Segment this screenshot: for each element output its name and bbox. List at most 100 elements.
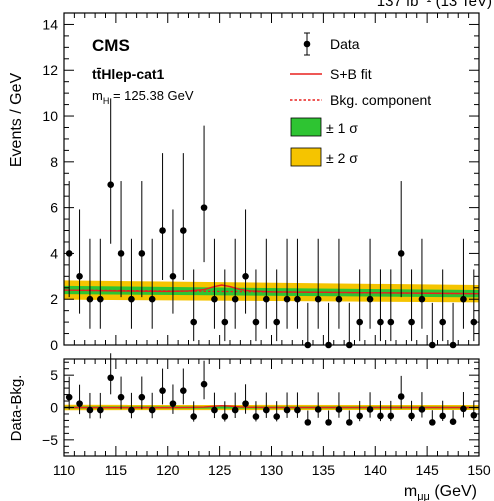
ratio-marker bbox=[429, 419, 436, 426]
ratio-marker bbox=[325, 419, 332, 426]
lumi-label: 137 fb⁻¹ (13 TeV) bbox=[377, 0, 492, 10]
data-marker bbox=[190, 318, 197, 326]
data-point bbox=[470, 269, 478, 342]
ratio-marker bbox=[273, 413, 280, 420]
data-marker bbox=[335, 295, 343, 303]
ratio-marker bbox=[263, 406, 270, 414]
data-point bbox=[439, 269, 446, 342]
ratio-point bbox=[304, 410, 312, 426]
ratio-point bbox=[470, 400, 478, 421]
ratio-point bbox=[200, 360, 208, 400]
legend-label-1sigma: ± 1 σ bbox=[326, 120, 358, 136]
data-marker bbox=[439, 318, 446, 326]
data-point bbox=[117, 181, 125, 298]
data-marker bbox=[470, 318, 478, 326]
x-tick-label: 110 bbox=[53, 462, 76, 478]
data-point bbox=[366, 238, 374, 329]
x-tick-label: 145 bbox=[415, 462, 439, 478]
ratio-marker bbox=[169, 400, 177, 407]
ratio-point bbox=[231, 392, 239, 419]
data-marker bbox=[221, 318, 229, 326]
data-marker bbox=[138, 250, 146, 257]
ratio-point bbox=[221, 401, 229, 422]
ratio-point bbox=[148, 392, 156, 419]
y-tick-label: 10 bbox=[42, 108, 58, 124]
ratio-point bbox=[418, 392, 426, 418]
data-points bbox=[65, 98, 478, 349]
data-point bbox=[200, 125, 208, 263]
y-axis-label-ratio: Data-Bkg. bbox=[8, 375, 25, 442]
ratio-point bbox=[86, 392, 94, 419]
ratio-y-tick-label: −5 bbox=[42, 432, 58, 448]
ratio-marker bbox=[180, 387, 187, 394]
ratio-marker bbox=[231, 406, 239, 414]
ratio-fit-line bbox=[63, 404, 479, 409]
ratio-marker bbox=[159, 387, 166, 394]
ratio-point bbox=[366, 392, 374, 418]
ratio-marker bbox=[366, 406, 374, 413]
ratio-point bbox=[65, 376, 73, 410]
data-point bbox=[408, 269, 415, 342]
data-marker bbox=[397, 250, 405, 257]
data-point bbox=[86, 238, 94, 329]
main-axis-ticks: 0 2 4 6 8 10 12 14 bbox=[42, 12, 480, 353]
data-point bbox=[221, 269, 229, 342]
ratio-marker bbox=[242, 400, 249, 407]
data-point bbox=[397, 181, 405, 298]
ratio-marker bbox=[387, 412, 395, 420]
data-marker bbox=[263, 295, 270, 303]
data-marker bbox=[356, 318, 363, 326]
ratio-marker bbox=[117, 393, 125, 401]
data-point bbox=[169, 209, 177, 314]
ratio-point bbox=[76, 384, 83, 415]
ratio-y-tick-label: 5 bbox=[50, 367, 58, 383]
ratio-point bbox=[128, 392, 135, 419]
x-tick-label: 115 bbox=[105, 462, 128, 478]
data-point bbox=[263, 238, 270, 329]
x-axis-label: mμμ (GeV) bbox=[404, 483, 477, 501]
data-point bbox=[148, 238, 156, 329]
data-marker bbox=[231, 295, 239, 303]
ratio-point bbox=[449, 410, 457, 426]
ratio-data-points bbox=[65, 353, 478, 426]
ratio-marker bbox=[397, 393, 405, 400]
ratio-marker bbox=[221, 413, 229, 420]
x-tick-label: 125 bbox=[208, 462, 232, 478]
ratio-marker bbox=[304, 419, 312, 426]
data-point bbox=[107, 98, 114, 244]
ratio-marker bbox=[200, 380, 208, 388]
y-tick-label: 8 bbox=[50, 154, 58, 170]
legend-swatch-1sigma bbox=[290, 117, 322, 137]
legend-swatch-2sigma bbox=[290, 147, 322, 167]
data-marker bbox=[252, 318, 260, 326]
x-tick-label: 130 bbox=[260, 462, 284, 478]
ratio-point bbox=[356, 400, 363, 422]
y-tick-label: 14 bbox=[42, 16, 58, 32]
data-marker bbox=[460, 295, 467, 303]
ratio-point bbox=[439, 400, 446, 421]
legend-entry-2sigma: ± 2 σ bbox=[290, 147, 358, 167]
data-point bbox=[449, 302, 457, 349]
legend-entry-sb-fit: S+B fit bbox=[290, 66, 372, 82]
ratio-marker bbox=[439, 412, 446, 420]
data-marker bbox=[273, 318, 280, 326]
data-marker bbox=[366, 295, 374, 303]
data-point bbox=[387, 269, 395, 342]
data-point bbox=[335, 238, 343, 329]
data-point bbox=[377, 269, 384, 342]
data-point bbox=[346, 302, 353, 349]
data-marker bbox=[294, 295, 301, 303]
data-point bbox=[211, 238, 218, 329]
ratio-marker bbox=[408, 412, 415, 420]
data-point bbox=[304, 302, 312, 349]
data-marker bbox=[211, 295, 218, 303]
ratio-marker bbox=[314, 406, 322, 413]
data-marker bbox=[242, 273, 249, 280]
ratio-marker bbox=[86, 406, 94, 414]
legend-label-2sigma: ± 2 σ bbox=[326, 150, 358, 166]
ratio-marker bbox=[211, 406, 218, 414]
data-point bbox=[356, 269, 363, 342]
ratio-marker bbox=[335, 406, 343, 413]
ratio-marker bbox=[283, 406, 291, 414]
ratio-point bbox=[97, 392, 104, 419]
